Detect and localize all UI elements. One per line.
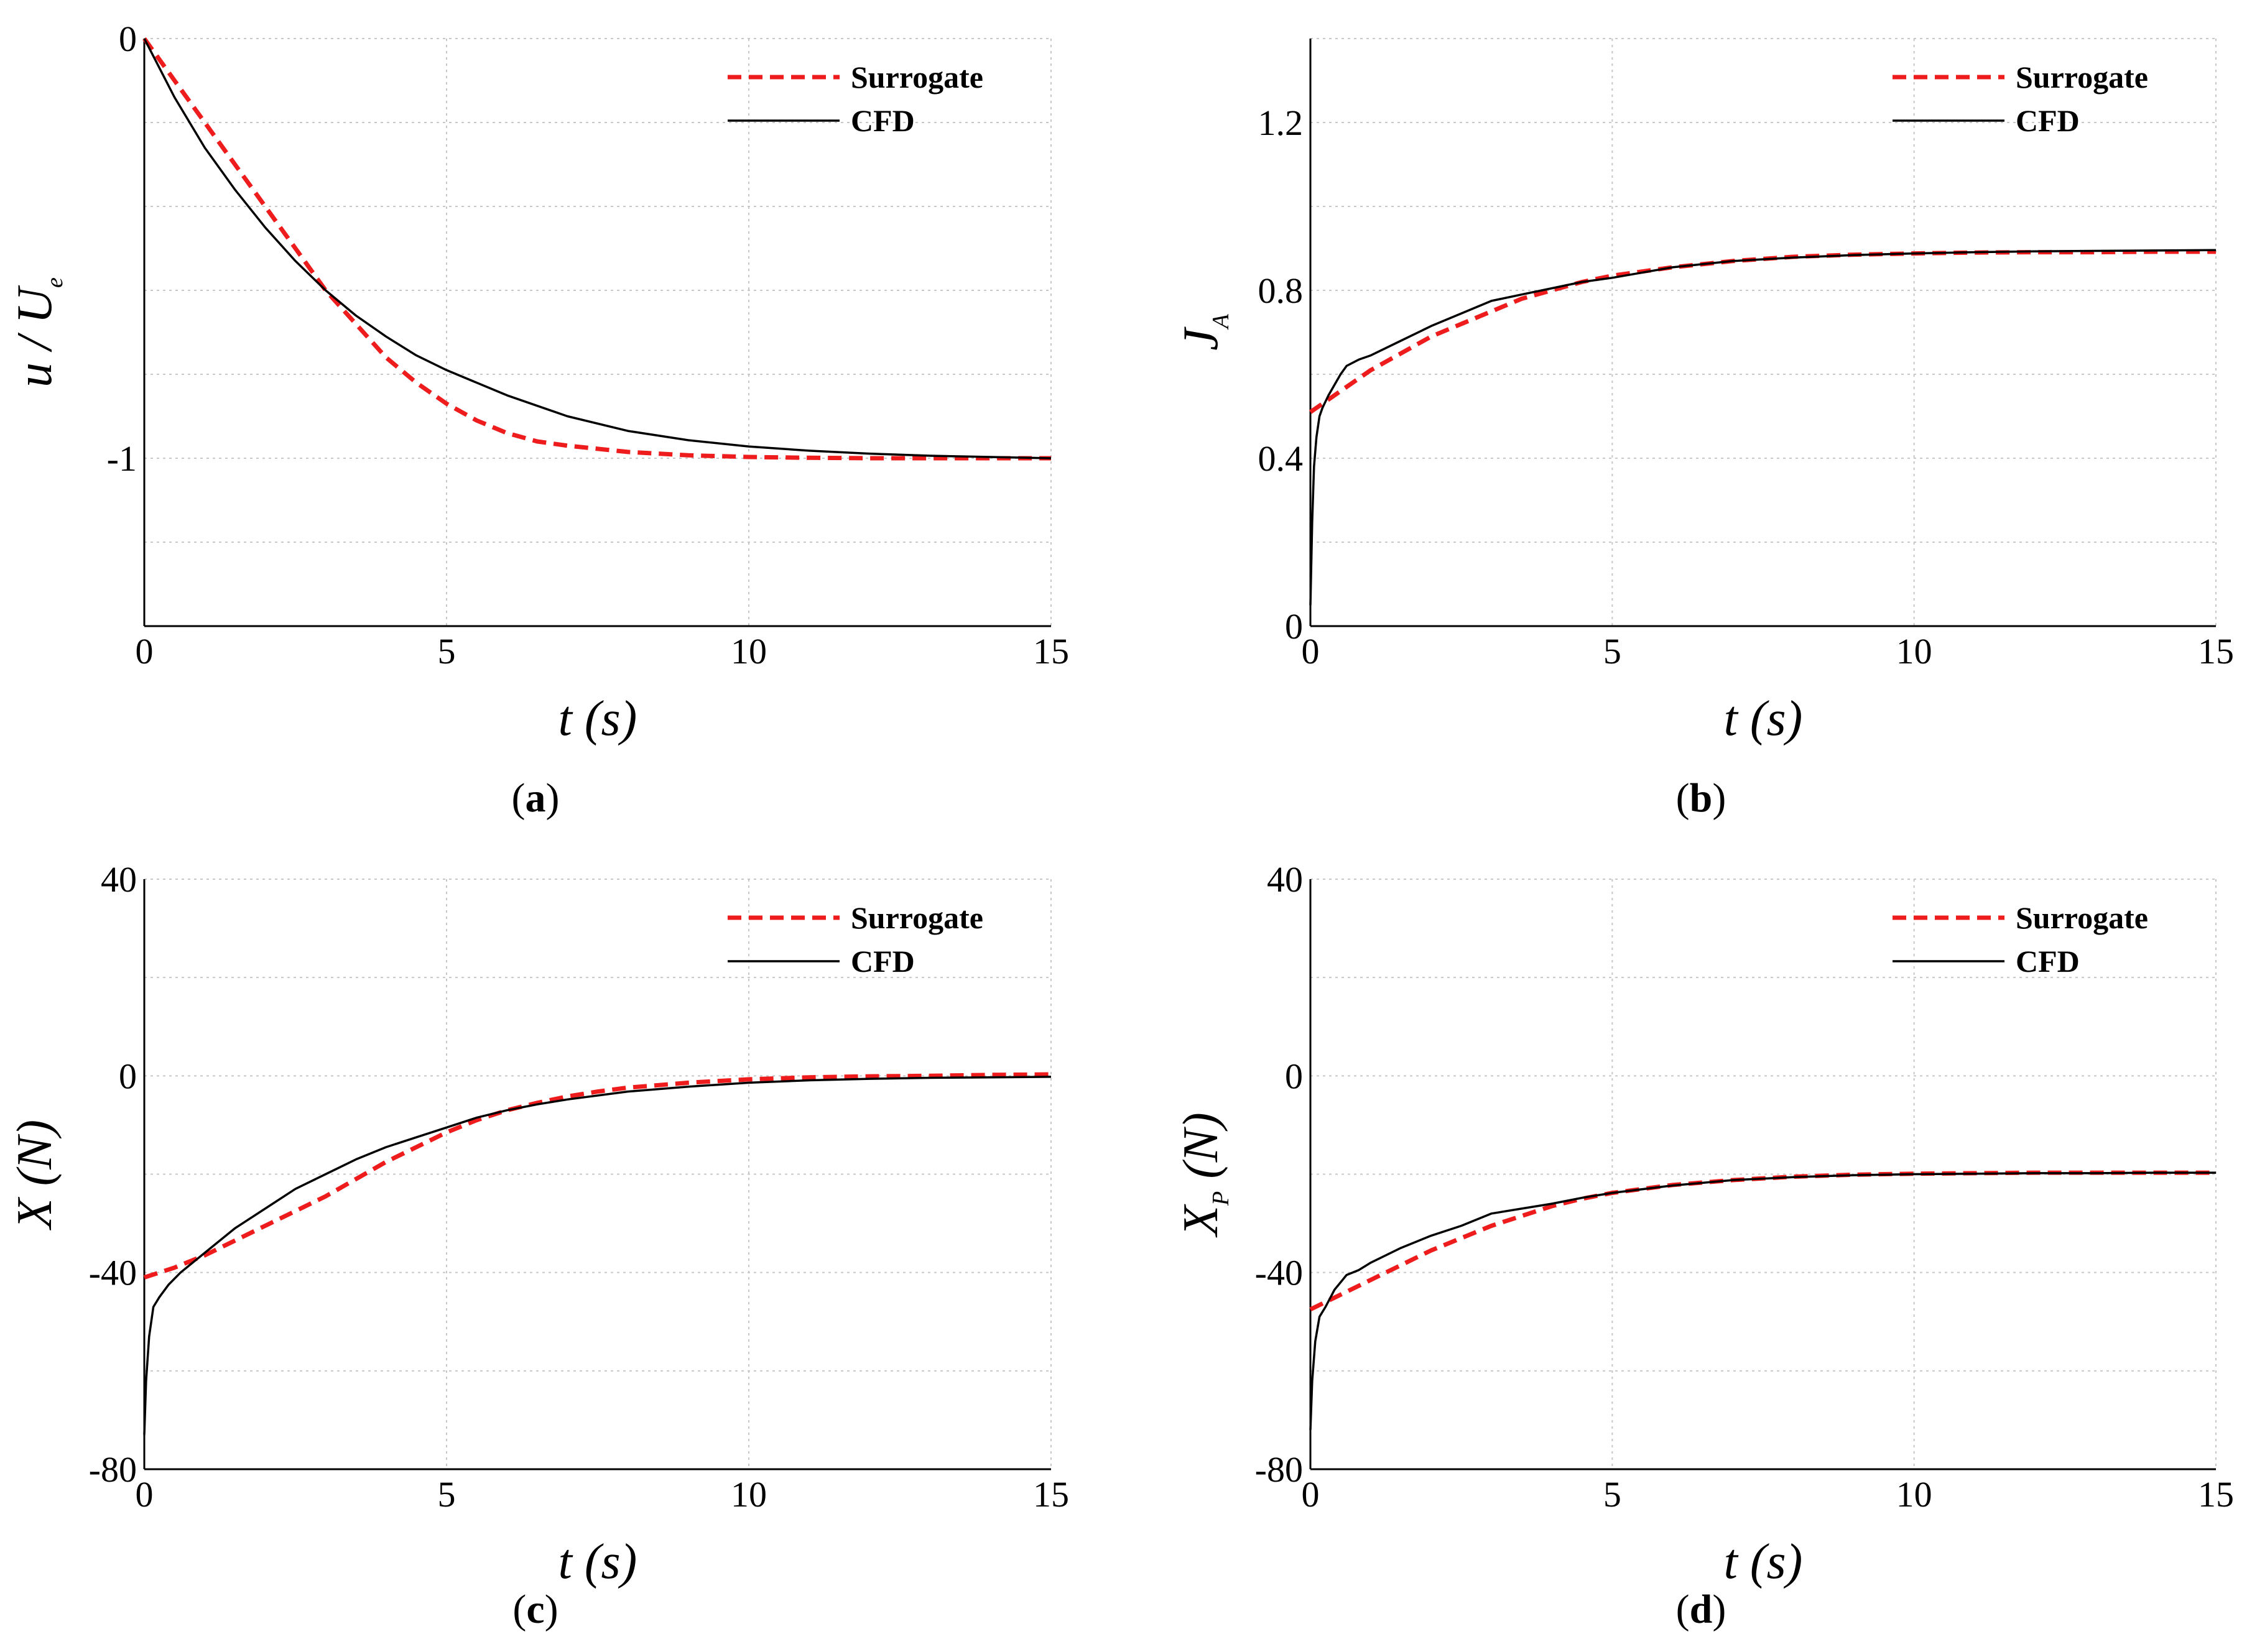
x-tick-label: 10 [1896, 631, 1932, 671]
y-tick-label: 0 [1285, 606, 1303, 647]
x-axis-label: t (s) [1724, 1534, 1803, 1589]
y-tick-label: 1.2 [1258, 103, 1304, 143]
x-tick-label: 0 [1302, 631, 1320, 671]
legend-cfd-label: CFD [851, 944, 915, 979]
x-tick-label: 5 [438, 631, 456, 671]
x-tick-label: 10 [1896, 1474, 1932, 1515]
y-tick-label: 0 [119, 1056, 137, 1096]
chart-c: 0 5 10 15 40 0 -40 -80 t (s) X (N) Surrogate CFD (c) [7, 859, 1069, 1632]
legend-surrogate-label: Surrogate [851, 60, 983, 95]
legend-surrogate-label: Surrogate [2016, 60, 2148, 95]
surrogate-series-line [144, 1074, 1051, 1278]
y-axis-label: u / Ue [7, 277, 68, 387]
y-tick-label: 0.8 [1258, 270, 1304, 311]
legend-cfd-label: CFD [2016, 944, 2080, 979]
y-tick-label: -40 [89, 1253, 137, 1293]
x-tick-label: 10 [731, 631, 767, 671]
figure-canvas: 0 5 10 15 0 -1 t (s) u / Ue Surrogate CFD (a) 0 5 10 1… [0, 0, 2252, 1652]
y-tick-label: 0.4 [1258, 438, 1304, 479]
surrogate-series-line [144, 39, 1051, 458]
y-axis-label: XP (N) [1174, 1112, 1234, 1238]
chart-a: 0 5 10 15 0 -1 t (s) u / Ue Surrogate CFD (a) [7, 19, 1069, 821]
x-tick-label: 0 [136, 631, 154, 671]
chart-b: 0 5 10 15 0 0.4 0.8 1.2 t (s) JA Surrogate CFD (b) [1174, 39, 2234, 821]
legend-surrogate-label: Surrogate [851, 900, 983, 935]
x-tick-label: 10 [731, 1474, 767, 1515]
cfd-series-line [1310, 250, 2216, 605]
chart-d: 0 5 10 15 40 0 -40 -80 t (s) XP (N) Surrogate CFD (d… [1174, 859, 2234, 1632]
y-tick-label: -1 [107, 438, 137, 479]
x-tick-label: 15 [1033, 631, 1069, 671]
y-tick-label: 0 [119, 19, 137, 59]
cfd-series-line [1310, 1173, 2216, 1430]
x-axis-label: t (s) [558, 691, 637, 746]
x-axis-label: t (s) [558, 1534, 637, 1589]
x-tick-label: 15 [2198, 631, 2234, 671]
x-tick-label: 15 [2198, 1474, 2234, 1515]
cfd-series-line [144, 1077, 1051, 1435]
surrogate-series-line [1310, 1173, 2216, 1309]
panel-caption: (b) [1676, 775, 1726, 821]
legend-surrogate-label: Surrogate [2016, 900, 2148, 935]
panel-caption: (c) [512, 1587, 558, 1632]
y-tick-label: 40 [101, 859, 137, 900]
legend-cfd-label: CFD [851, 103, 915, 138]
y-axis-label: X (N) [7, 1120, 62, 1231]
y-tick-label: -40 [1255, 1253, 1303, 1293]
x-tick-label: 0 [1302, 1474, 1320, 1515]
x-tick-label: 5 [438, 1474, 456, 1515]
x-tick-label: 5 [1603, 631, 1621, 671]
x-tick-label: 0 [136, 1474, 154, 1515]
y-tick-label: -80 [89, 1449, 137, 1490]
legend-cfd-label: CFD [2016, 103, 2080, 138]
panel-caption: (a) [512, 775, 560, 821]
cfd-series-line [144, 39, 1051, 458]
surrogate-series-line [1310, 252, 2216, 412]
x-tick-label: 5 [1603, 1474, 1621, 1515]
panel-caption: (d) [1676, 1587, 1726, 1632]
y-tick-label: -80 [1255, 1449, 1303, 1490]
y-tick-label: 0 [1285, 1056, 1303, 1096]
y-tick-label: 40 [1267, 859, 1303, 900]
y-axis-label: JA [1174, 313, 1234, 351]
x-axis-label: t (s) [1724, 691, 1803, 746]
x-tick-label: 15 [1033, 1474, 1069, 1515]
